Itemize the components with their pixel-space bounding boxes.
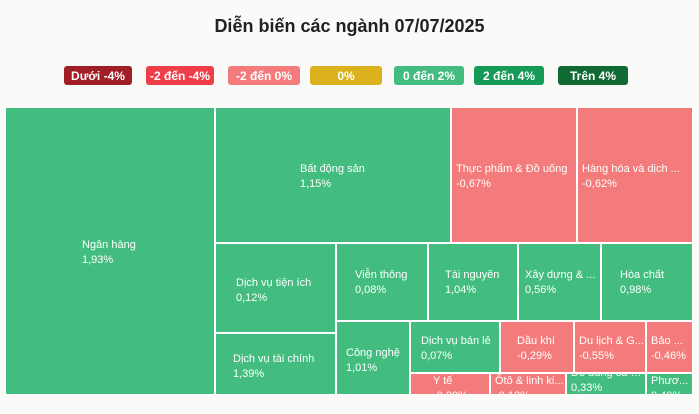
sector-name: Xây dựng & ... [525, 269, 596, 281]
sector-change: 0,12% [236, 292, 268, 304]
sector-change: 0,56% [525, 284, 557, 296]
sector-name: Y tế [433, 375, 453, 387]
sector-name: Dịch vụ tài chính [233, 353, 315, 365]
sector-name: Du lịch & G... [579, 335, 644, 347]
sector-label: Dịch vụ tiện ích 0,12% [236, 276, 311, 306]
sector-label: Dịch vụ tài chính 1,39% [233, 352, 314, 382]
sector-label: Dầu khí -0,29% [517, 334, 555, 364]
sector-label: Viễn thông 0,08% [355, 268, 407, 298]
sector-change: -0,09% [433, 389, 468, 394]
sector-name: Thực phẩm & Đồ uống [456, 163, 568, 175]
sector-name: Bảo ... [651, 335, 683, 347]
sector-label: Hàng hóa và dịch ... -0,62% [582, 162, 680, 192]
sector-tile[interactable]: Dịch vụ bán lẻ 0,07% [410, 321, 500, 373]
sector-change: 1,15% [300, 178, 332, 190]
sector-label: Hóa chất 0,98% [620, 268, 664, 298]
sector-tile[interactable]: Ngân hàng 1,93% [5, 107, 215, 395]
sector-label: Du lịch & G... -0,55% [579, 334, 644, 364]
sector-change: -0,55% [579, 350, 614, 362]
sector-change: -0,29% [517, 350, 552, 362]
sector-label: Bất động sản 1,15% [300, 162, 365, 192]
sector-tile[interactable]: Tài nguyên 1,04% [428, 243, 518, 321]
treemap: Ngân hàng 1,93% Bất động sản 1,15% Thực phẩm… [5, 107, 693, 395]
sector-label: Y tế -0,09% [433, 374, 468, 394]
sector-tile[interactable]: Dầu khí -0,29% [500, 321, 574, 373]
sector-name: Ngân hàng [82, 239, 136, 251]
sector-name: Hàng hóa và dịch ... [582, 163, 680, 175]
legend-item: 2 đến 4% [474, 66, 544, 85]
sector-change: -0,67% [456, 178, 491, 190]
legend-item: Dưới -4% [64, 66, 132, 85]
sector-name: Viễn thông [355, 269, 408, 281]
sector-change: 1,01% [346, 362, 378, 374]
sector-label: Bảo ... -0,46% [651, 334, 686, 364]
sector-tile[interactable]: Hàng hóa và dịch ... -0,62% [577, 107, 693, 243]
sector-change: 0,40% [651, 389, 688, 394]
legend-item: Trên 4% [558, 66, 628, 85]
sector-tile[interactable]: Đồ dùng cá nhân và đồ gia dụng 0,33% [566, 373, 646, 395]
sector-change: 0,07% [421, 350, 453, 362]
sector-label: Ôtô & linh ki... -0,12% [495, 374, 564, 394]
sector-change: 0,33% [571, 382, 603, 394]
chart-title: Diễn biến các ngành 07/07/2025 [214, 16, 485, 36]
sector-name: Hóa chất [620, 269, 665, 281]
sector-tile[interactable]: Phươ... 0,40% [646, 373, 693, 395]
legend-item: -2 đến -4% [146, 66, 214, 85]
sector-tile[interactable]: Y tế -0,09% [410, 373, 490, 395]
sector-label: Tài nguyên 1,04% [445, 268, 499, 298]
sector-name: Bất động sản [300, 163, 365, 175]
legend: Dưới -4% -2 đến -4% -2 đến 0% 0% 0 đến 2% 2 đ… [0, 0, 699, 100]
legend-item: -2 đến 0% [228, 66, 300, 85]
sector-tile[interactable]: Bất động sản 1,15% [215, 107, 451, 243]
sector-tile[interactable]: Du lịch & G... -0,55% [574, 321, 646, 373]
sector-change: 1,39% [233, 368, 265, 380]
sector-change: -0,46% [651, 350, 686, 362]
sector-label: Thực phẩm & Đồ uống -0,67% [456, 162, 567, 192]
sector-tile[interactable]: Dịch vụ tiện ích 0,12% [215, 243, 336, 333]
sector-tile[interactable]: Xây dựng & ... 0,56% [518, 243, 601, 321]
legend-item: 0% [310, 66, 382, 85]
sector-tile[interactable]: Ôtô & linh ki... -0,12% [490, 373, 566, 395]
sector-name: Dịch vụ bán lẻ [421, 335, 491, 347]
sector-change: -0,62% [582, 178, 617, 190]
sector-change: 0,98% [620, 284, 652, 296]
sector-tile[interactable]: Thực phẩm & Đồ uống -0,67% [451, 107, 577, 243]
sector-name: Phươ... [651, 375, 689, 387]
sector-label: Ngân hàng 1,93% [82, 238, 136, 268]
sector-label: Công nghệ 1,01% [346, 346, 400, 376]
sector-change: 1,93% [82, 254, 114, 266]
sector-name: Đồ dùng cá nhân và đồ gia dụng [571, 373, 645, 379]
sector-change: -0,12% [495, 389, 563, 394]
sector-change: 0,08% [355, 284, 387, 296]
sector-name: Ôtô & linh ki... [495, 375, 564, 387]
sector-tile[interactable]: Bảo ... -0,46% [646, 321, 693, 373]
sector-change: 1,04% [445, 284, 477, 296]
legend-item: 0 đến 2% [394, 66, 464, 85]
sector-tile[interactable]: Dịch vụ tài chính 1,39% [215, 333, 336, 395]
sector-name: Tài nguyên [445, 269, 500, 281]
sector-label: Phươ... 0,40% [651, 374, 689, 394]
sector-tile[interactable]: Hóa chất 0,98% [601, 243, 693, 321]
sector-name: Dầu khí [517, 335, 555, 347]
sector-label: Đồ dùng cá nhân và đồ gia dụng 0,33% [571, 373, 645, 394]
sector-label: Dịch vụ bán lẻ 0,07% [421, 334, 491, 364]
sector-label: Xây dựng & ... 0,56% [525, 268, 595, 298]
sector-name: Dịch vụ tiện ích [236, 277, 312, 289]
sector-tile[interactable]: Viễn thông 0,08% [336, 243, 428, 321]
sector-name: Công nghệ [346, 347, 400, 359]
sector-tile[interactable]: Công nghệ 1,01% [336, 321, 410, 395]
